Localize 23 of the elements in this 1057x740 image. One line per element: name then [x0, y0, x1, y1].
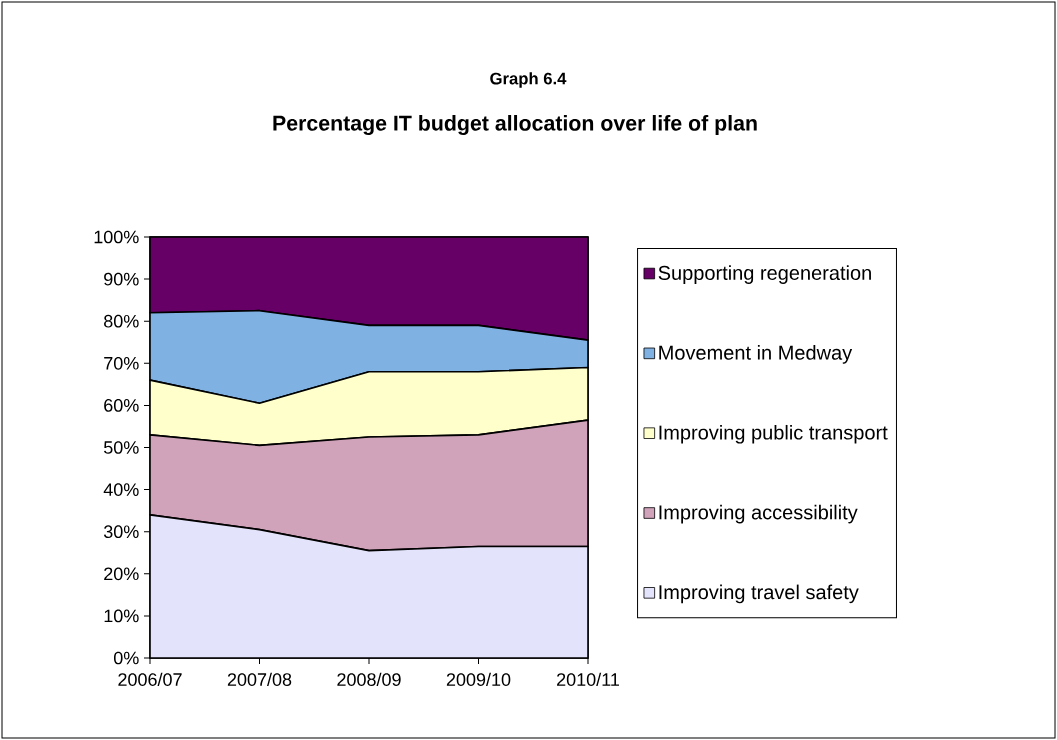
- legend-label: Improving travel safety: [659, 584, 859, 604]
- x-tick-label: 2006/07: [118, 672, 182, 686]
- y-tick-label: 70%: [104, 356, 139, 370]
- y-tick-label: 0%: [113, 651, 139, 665]
- chart-title: Graph 6.4: [490, 72, 567, 88]
- legend-label: Movement in Medway: [659, 345, 853, 364]
- legend-label: Improving accessibility: [659, 504, 858, 524]
- y-tick-label: 20%: [104, 567, 139, 581]
- x-tick-label: 2007/08: [227, 672, 292, 686]
- y-tick-label: 40%: [103, 483, 139, 496]
- y-tick-label: 60%: [104, 399, 139, 412]
- x-tick-label: 2010/11: [557, 672, 619, 686]
- y-tick-label: 50%: [103, 441, 139, 454]
- y-tick-label: 80%: [104, 314, 139, 328]
- y-tick-label: 10%: [104, 609, 139, 623]
- legend-label: Supporting regeneration: [658, 265, 871, 284]
- y-tick-label: 30%: [103, 525, 139, 539]
- x-tick-label: 2008/09: [337, 672, 401, 686]
- y-tick-label: 100%: [94, 230, 139, 244]
- legend-label: Improving public transport: [659, 424, 888, 444]
- chart-subtitle: Percentage IT budget allocation over life of plan: [273, 115, 757, 135]
- x-tick-label: 2009/10: [446, 672, 511, 686]
- y-tick-label: 90%: [104, 272, 139, 286]
